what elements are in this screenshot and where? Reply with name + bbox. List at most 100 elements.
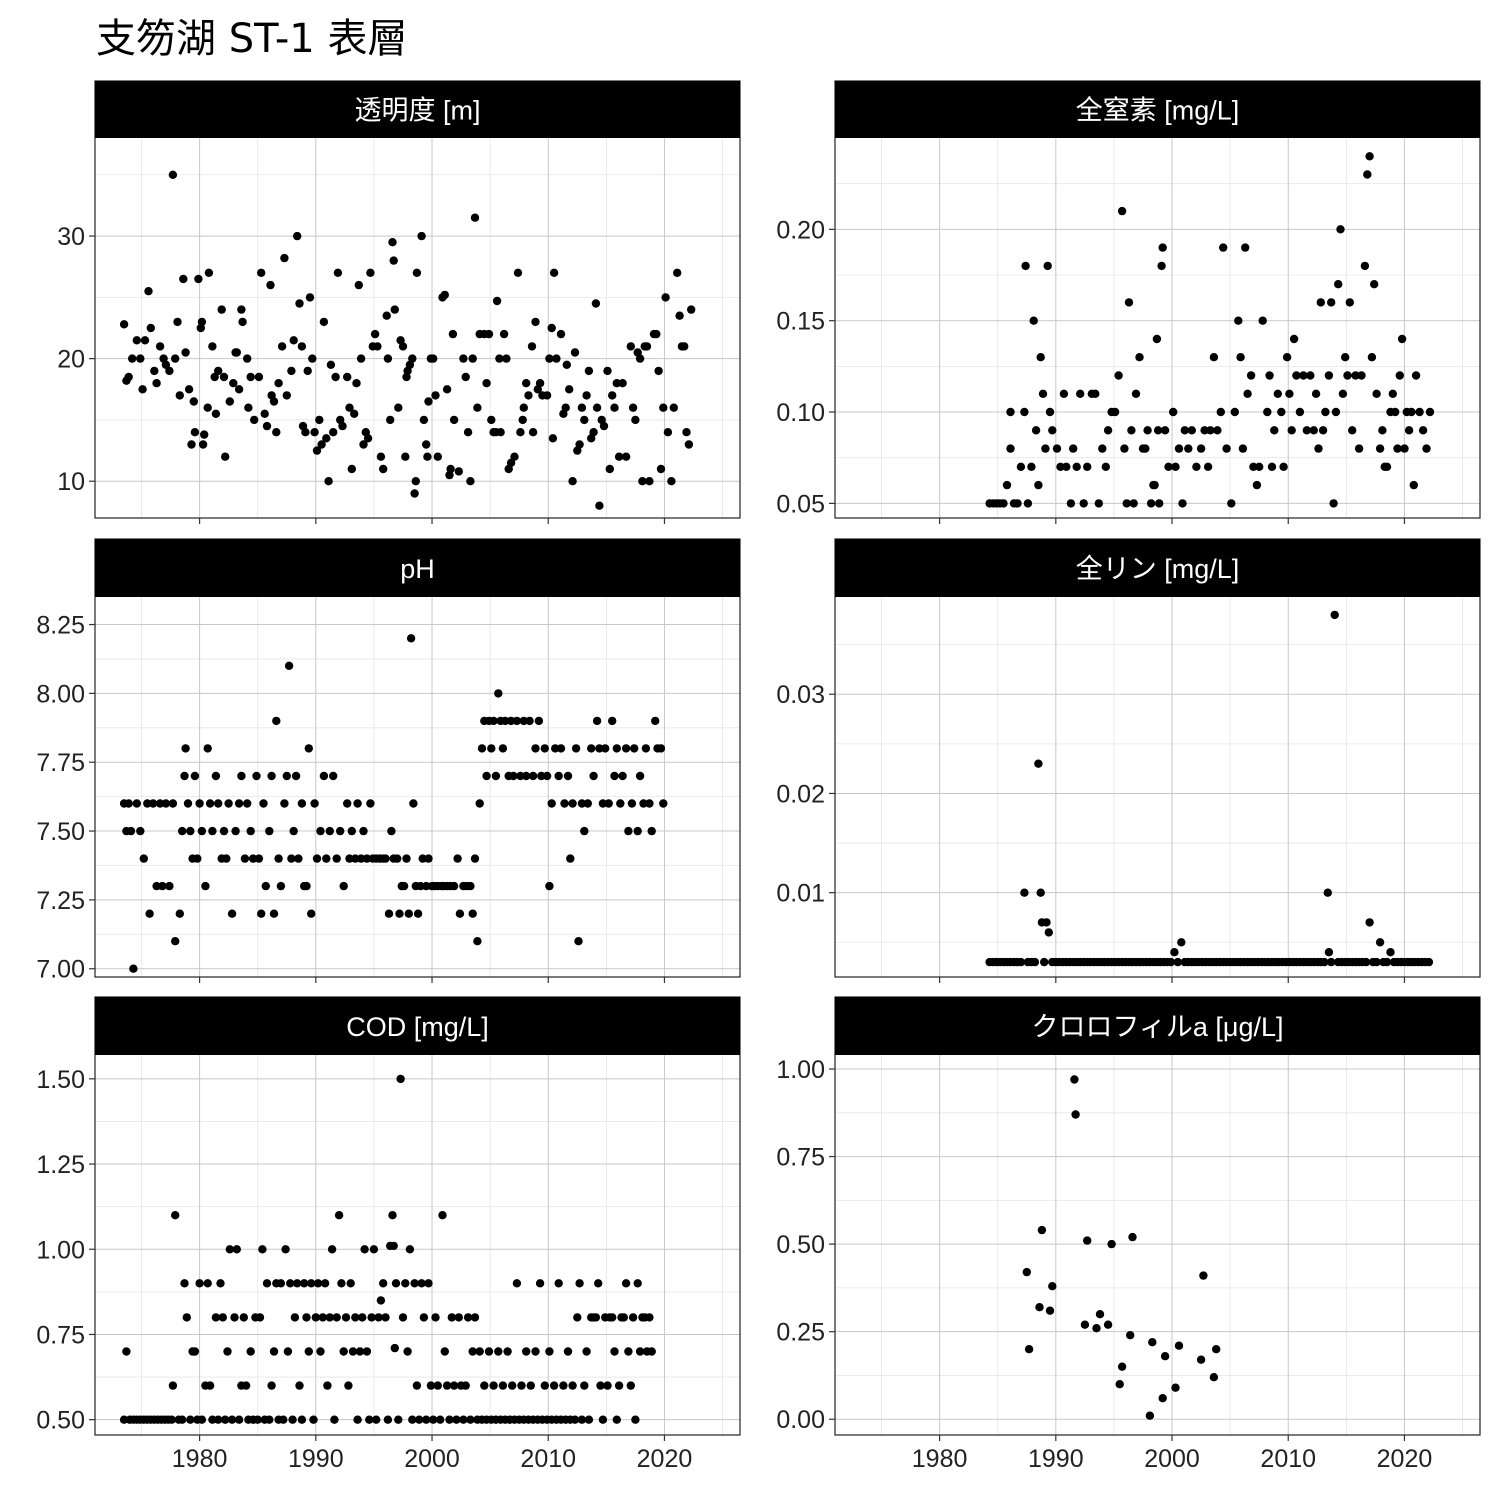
data-point <box>574 937 583 946</box>
facet-strip <box>95 997 740 1055</box>
data-point <box>1016 462 1026 471</box>
data-point <box>621 1279 631 1288</box>
data-point <box>1150 480 1159 490</box>
data-point <box>506 458 516 467</box>
data-point <box>429 1415 438 1424</box>
data-point <box>1323 888 1333 897</box>
data-point <box>136 354 145 363</box>
data-point <box>197 317 207 327</box>
data-point <box>300 1279 309 1288</box>
data-point <box>598 1415 608 1424</box>
data-point <box>171 1211 180 1220</box>
data-point <box>224 799 233 808</box>
data-point <box>577 403 587 412</box>
data-point <box>318 1313 327 1322</box>
facet-strip <box>835 81 1480 138</box>
data-point <box>344 1381 353 1390</box>
data-point <box>1143 426 1152 435</box>
data-point <box>1098 444 1107 453</box>
data-point <box>571 744 581 753</box>
y-tick-label: 7.75 <box>36 749 85 777</box>
x-tick-label: 2010 <box>520 1445 576 1473</box>
data-point <box>402 854 411 863</box>
data-point <box>1020 407 1029 417</box>
facet-strip <box>835 539 1480 597</box>
data-point <box>1363 170 1372 179</box>
data-point <box>626 1381 635 1390</box>
data-point <box>684 440 694 449</box>
data-point <box>168 170 178 179</box>
data-point <box>363 434 373 443</box>
data-point <box>621 452 631 461</box>
data-point <box>1367 353 1377 362</box>
data-point <box>631 1415 640 1424</box>
data-point <box>628 1313 638 1322</box>
data-point <box>246 826 255 836</box>
data-point <box>641 744 651 753</box>
facet-strip-label: pH <box>400 554 435 584</box>
data-point <box>265 826 274 836</box>
y-tick-label: 0.25 <box>776 1319 825 1347</box>
data-point <box>454 467 463 476</box>
data-point <box>155 799 165 808</box>
data-point <box>1117 206 1127 216</box>
y-tick-label: 1.00 <box>776 1056 825 1084</box>
data-point <box>1388 389 1398 398</box>
data-point <box>1382 957 1392 967</box>
data-point <box>410 489 419 498</box>
data-point <box>365 1415 374 1424</box>
data-point <box>303 366 312 376</box>
data-point <box>324 477 333 486</box>
data-point <box>408 354 417 363</box>
data-point <box>1129 499 1138 508</box>
data-point <box>487 415 496 425</box>
data-point <box>222 854 231 863</box>
data-point <box>1336 225 1345 234</box>
data-point <box>1080 1320 1090 1329</box>
data-point <box>412 1381 422 1390</box>
data-point <box>227 909 237 918</box>
data-point <box>1115 1380 1124 1389</box>
data-point <box>374 1313 383 1322</box>
data-point <box>446 464 455 474</box>
data-point <box>288 1415 297 1424</box>
data-point <box>659 403 668 412</box>
data-point <box>204 268 214 277</box>
data-point <box>1327 957 1336 967</box>
data-point <box>329 771 338 781</box>
data-point <box>246 1347 255 1356</box>
data-point <box>195 799 204 808</box>
data-point <box>267 771 276 781</box>
data-point <box>187 440 196 449</box>
data-point <box>584 1415 594 1424</box>
data-point <box>138 385 147 394</box>
data-point <box>587 744 596 753</box>
data-point <box>1006 407 1015 417</box>
data-point <box>608 1313 617 1322</box>
data-point <box>180 1279 189 1288</box>
data-point <box>214 366 223 376</box>
data-point <box>291 771 301 781</box>
x-tick-label: 2020 <box>637 1445 693 1473</box>
data-point <box>556 329 566 339</box>
data-point <box>359 826 368 836</box>
data-point <box>1212 1345 1221 1354</box>
data-point <box>480 1381 489 1390</box>
data-point <box>152 379 161 388</box>
data-point <box>336 826 345 836</box>
data-point <box>379 1279 388 1288</box>
data-point <box>1270 426 1279 435</box>
facet-strip-label: COD [mg/L] <box>346 1012 489 1042</box>
data-point <box>461 372 470 382</box>
data-point <box>463 1313 473 1322</box>
data-point <box>1043 261 1052 271</box>
data-point <box>484 1347 494 1356</box>
data-point <box>433 1381 442 1390</box>
data-point <box>339 1347 348 1356</box>
data-point <box>168 799 178 808</box>
data-point <box>352 379 361 388</box>
data-point <box>257 909 266 918</box>
data-point <box>1258 316 1267 325</box>
data-point <box>1365 918 1374 927</box>
data-point <box>422 440 431 449</box>
